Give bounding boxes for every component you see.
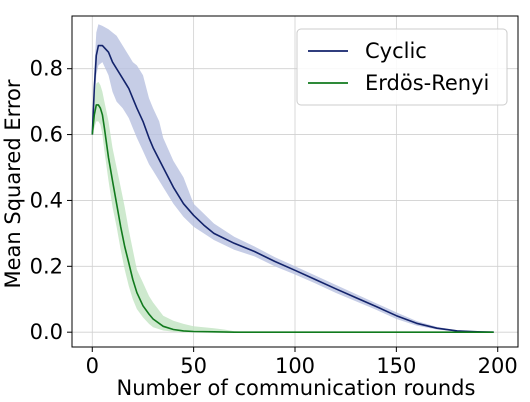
y-axis-label: Mean Squared Error <box>1 79 25 288</box>
y-axis-ticks: 0.0 0.2 0.4 0.6 0.8 <box>30 57 72 344</box>
series-1-line <box>91 44 494 333</box>
legend-label: Erdös-Renyi <box>365 71 489 95</box>
y-tick-label: 0.2 <box>30 254 63 278</box>
legend-box <box>296 28 508 106</box>
x-tick-label: 200 <box>478 354 518 378</box>
x-axis-label: Number of communication rounds <box>117 376 476 400</box>
x-tick-label: 100 <box>275 354 315 378</box>
y-tick-label: 0.4 <box>30 188 63 212</box>
x-tick-label: 0 <box>86 354 99 378</box>
x-tick-label: 50 <box>180 354 207 378</box>
y-tick-label: 0.6 <box>30 123 63 147</box>
series-lines <box>91 44 494 334</box>
legend-label: Cyclic <box>365 39 427 63</box>
confidence-bands <box>92 24 494 333</box>
x-tick-label: 150 <box>376 354 416 378</box>
y-tick-label: 0.8 <box>30 57 63 81</box>
y-tick-label: 0.0 <box>30 320 63 344</box>
series-2-line <box>91 104 494 334</box>
legend: Cyclic Erdös-Renyi <box>296 28 508 106</box>
series-1-band <box>92 24 494 333</box>
x-axis-ticks: 0 50 100 150 200 <box>86 347 518 378</box>
